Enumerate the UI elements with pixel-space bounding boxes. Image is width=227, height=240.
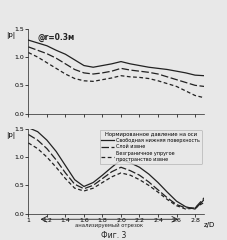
Text: @r=0.3м: @r=0.3м (37, 33, 74, 42)
Text: Фиг. 3: Фиг. 3 (101, 231, 126, 240)
Y-axis label: |p|: |p| (6, 132, 15, 139)
X-axis label: z/D: z/D (204, 222, 215, 228)
Text: анализируемый отрезок: анализируемый отрезок (75, 223, 143, 228)
Legend: Свободная нижняя поверхность, Слой извне, Безграничное упругое
пространство извн: Свободная нижняя поверхность, Слой извне… (99, 130, 202, 164)
Y-axis label: |p|: |p| (6, 32, 15, 39)
